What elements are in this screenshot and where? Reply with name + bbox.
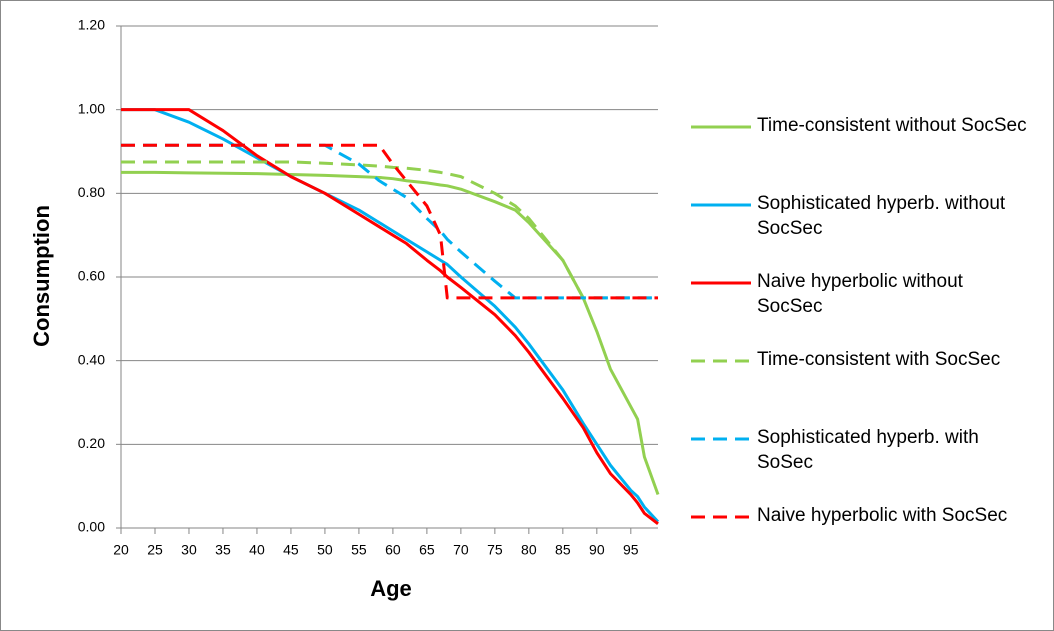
x-tick-label: 85 bbox=[555, 542, 571, 558]
x-tick-label: 45 bbox=[283, 542, 299, 558]
legend-swatch bbox=[691, 515, 751, 519]
y-tick-label: 0.40 bbox=[78, 351, 105, 367]
y-tick-label: 0.00 bbox=[78, 519, 105, 535]
legend-item: Sophisticated hyperb. with SoSec bbox=[689, 425, 1049, 503]
x-tick-label: 30 bbox=[181, 542, 197, 558]
x-tick-label: 80 bbox=[521, 542, 537, 558]
x-axis-title: Age bbox=[370, 576, 412, 601]
x-tick-label: 50 bbox=[317, 542, 333, 558]
legend-swatch bbox=[691, 281, 751, 285]
legend-label: Naive hyperbolic with SocSec bbox=[757, 505, 1008, 526]
legend-swatch bbox=[691, 437, 751, 441]
legend: Time-consistent without SocSec Sophistica… bbox=[689, 113, 1049, 581]
x-tick-label: 90 bbox=[589, 542, 605, 558]
plot: Age Consumption 0.00 0.20 0.40 0.60 0.80 1.00… bbox=[29, 17, 660, 601]
series-line bbox=[121, 143, 658, 300]
x-tick-label: 70 bbox=[453, 542, 469, 558]
legend-item: Time-consistent with SocSec bbox=[689, 347, 1049, 425]
series-line bbox=[121, 160, 658, 300]
legend-swatch bbox=[691, 203, 751, 207]
legend-item: Naive hyperbolic with SocSec bbox=[689, 503, 1049, 581]
x-tick-label: 40 bbox=[249, 542, 265, 558]
legend-swatch bbox=[691, 125, 751, 129]
legend-item: Sophisticated hyperb. without SocSec bbox=[689, 191, 1049, 269]
legend-item: Time-consistent without SocSec bbox=[689, 113, 1049, 191]
x-tick-label: 60 bbox=[385, 542, 401, 558]
y-axis-title: Consumption bbox=[29, 205, 54, 347]
y-tick-label: 1.00 bbox=[78, 100, 105, 116]
legend-label: Sophisticated hyperb. without SocSec bbox=[757, 193, 1006, 239]
legend-label: Sophisticated hyperb. with SoSec bbox=[757, 427, 979, 473]
series-line bbox=[121, 170, 660, 496]
x-tick-label: 25 bbox=[147, 542, 163, 558]
legend-label: Time-consistent with SocSec bbox=[757, 349, 1001, 370]
x-tick-label: 95 bbox=[623, 542, 639, 558]
x-tick-label: 55 bbox=[351, 542, 367, 558]
legend-swatch bbox=[691, 359, 751, 363]
y-tick-label: 0.80 bbox=[78, 184, 105, 200]
series-line bbox=[121, 108, 660, 523]
legend-label: Naive hyperbolic without SocSec bbox=[757, 271, 963, 317]
x-tick-label: 65 bbox=[419, 542, 435, 558]
legend-item: Naive hyperbolic without SocSec bbox=[689, 269, 1049, 347]
x-tick-label: 35 bbox=[215, 542, 231, 558]
y-tick-label: 0.60 bbox=[78, 268, 105, 284]
y-tick-label: 0.20 bbox=[78, 435, 105, 451]
legend-label: Time-consistent without SocSec bbox=[757, 115, 1027, 136]
x-tick-label: 75 bbox=[487, 542, 503, 558]
y-tick-label: 1.20 bbox=[78, 17, 105, 33]
x-tick-label: 20 bbox=[113, 542, 129, 558]
